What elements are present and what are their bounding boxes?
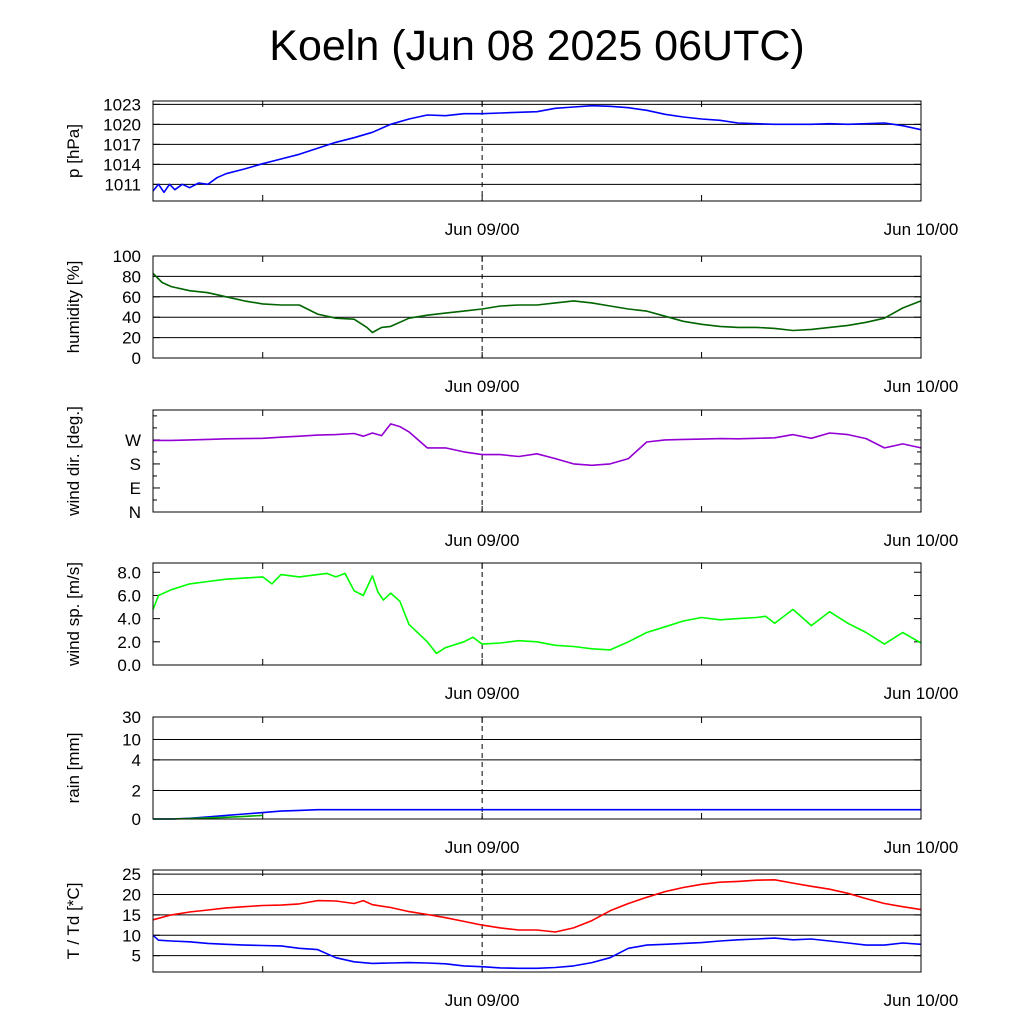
panel-frame (152, 869, 922, 973)
y-tick-label: 15 (122, 906, 141, 925)
y-tick-label: 5 (132, 947, 141, 966)
y-tick-label: 0 (132, 810, 141, 829)
series-line-temperature-1 (152, 934, 922, 970)
x-tick-label: Jun 10/00 (884, 838, 959, 857)
y-tick-label: 6.0 (117, 586, 141, 605)
y-axis-title: rain [mm] (64, 733, 83, 804)
series-line-humidity-0 (152, 272, 922, 334)
x-tick-label: Jun 10/00 (884, 991, 959, 1010)
x-tick-label: Jun 09/00 (445, 377, 520, 396)
series-line-pressure-0 (152, 104, 922, 194)
series-line-rain-1 (153, 814, 263, 820)
y-tick-label: 1017 (103, 135, 141, 154)
y-tick-label: 2 (132, 781, 141, 800)
y-tick-label: 4.0 (117, 610, 141, 629)
series-line-wind_direction-0 (153, 423, 922, 467)
y-tick-label: S (130, 455, 141, 474)
y-tick-label: 1023 (103, 95, 141, 114)
panel-frame (152, 409, 922, 513)
y-tick-label: 4 (132, 751, 141, 770)
y-tick-label: N (129, 503, 141, 522)
y-tick-label: 0.0 (117, 656, 141, 675)
panel-frame (152, 716, 922, 820)
y-tick-label: 0 (132, 349, 141, 368)
panel-frame (152, 255, 922, 359)
y-tick-label: 80 (122, 267, 141, 286)
panel-wind_speed: 8.0 6.0 4.0 2.0 0.0 wind sp. [m/s] Jun 09/00 Ju… (64, 562, 958, 703)
y-tick-label: 1014 (103, 155, 141, 174)
x-tick-label: Jun 10/00 (884, 684, 959, 703)
y-tick-label: 8.0 (117, 563, 141, 582)
y-tick-label: 40 (122, 308, 141, 327)
y-tick-label: E (130, 479, 141, 498)
chart-title: Koeln (Jun 08 2025 06UTC) (269, 22, 805, 70)
y-axis-title: wind sp. [m/s] (64, 562, 83, 667)
x-tick-label: Jun 09/00 (445, 531, 520, 550)
y-tick-label: W (125, 431, 141, 450)
y-axis-title: wind dir. [deg.] (64, 406, 83, 517)
x-tick-label: Jun 09/00 (445, 838, 520, 857)
y-tick-label: 25 (122, 865, 141, 884)
series-line-temperature-0 (152, 878, 922, 933)
panel-rain: 30 10 4 2 0 rain [mm] Jun 09/00 Jun 10/00 (64, 708, 958, 857)
x-tick-label: Jun 09/00 (445, 991, 520, 1010)
y-tick-label: 100 (113, 247, 141, 266)
x-tick-label: Jun 09/00 (445, 220, 520, 239)
y-tick-label: 2.0 (117, 633, 141, 652)
y-tick-label: 60 (122, 288, 141, 307)
y-axis-title: T / Td [*C] (64, 883, 83, 960)
y-tick-label: 1020 (103, 115, 141, 134)
x-tick-label: Jun 09/00 (445, 684, 520, 703)
panel-frame (152, 100, 922, 202)
x-tick-label: Jun 10/00 (884, 220, 959, 239)
y-axis-title: p [hPa] (64, 124, 83, 178)
series-line-rain-0 (153, 808, 921, 820)
panel-frame (152, 562, 922, 666)
y-tick-label: 20 (122, 885, 141, 904)
y-tick-label: 30 (122, 708, 141, 727)
y-tick-label: 1011 (104, 175, 141, 194)
series-line-wind_speed-0 (152, 572, 922, 655)
x-tick-label: Jun 10/00 (884, 377, 959, 396)
y-tick-label: 10 (122, 926, 141, 945)
y-axis-title: humidity [%] (64, 261, 83, 354)
y-tick-label: 10 (122, 730, 141, 749)
x-tick-label: Jun 10/00 (884, 531, 959, 550)
y-tick-label: 20 (122, 329, 141, 348)
